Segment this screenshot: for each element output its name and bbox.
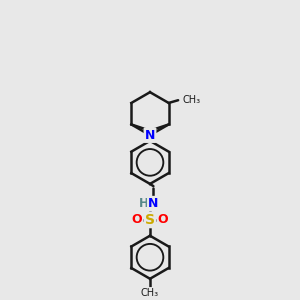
Text: CH₃: CH₃ (182, 95, 200, 105)
Text: N: N (145, 129, 155, 142)
Text: CH₃: CH₃ (141, 288, 159, 298)
Text: O: O (132, 213, 142, 226)
Text: S: S (145, 213, 155, 227)
Text: N: N (148, 197, 159, 210)
Text: H: H (139, 197, 148, 210)
Text: O: O (158, 213, 168, 226)
